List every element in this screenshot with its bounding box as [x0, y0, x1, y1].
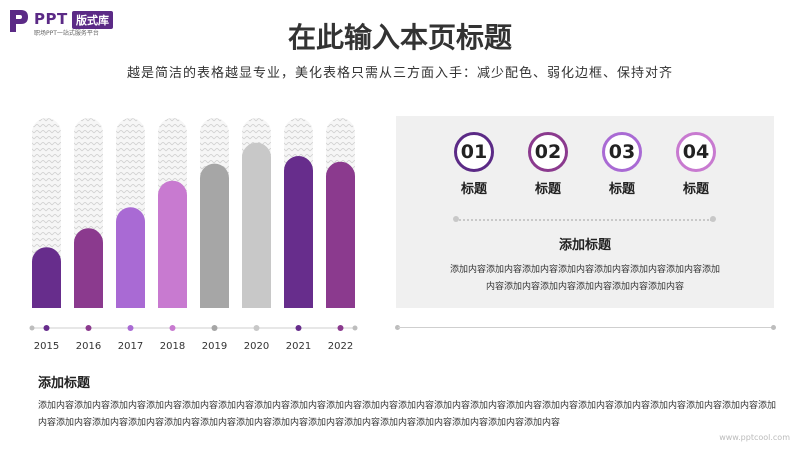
logo-badge: 版式库	[72, 11, 113, 29]
bar	[158, 180, 187, 308]
step-label: 标题	[460, 182, 487, 197]
panel-title: 添加标题	[558, 238, 611, 253]
x-tick-label: 2018	[160, 341, 185, 352]
x-tick-label: 2020	[244, 341, 269, 352]
line-end-dot-right	[771, 325, 776, 330]
step-number-badge: 04	[676, 132, 716, 172]
step-label: 标题	[608, 182, 635, 197]
bar-base	[242, 293, 271, 308]
dotted-divider	[456, 219, 712, 221]
panel-body: 添加内容添加内容添加内容添加内容添加内容添加内容添加内容添加内容添加内容添加内容…	[450, 265, 721, 292]
x-tick-dot	[337, 325, 344, 331]
x-tick-label: 2017	[118, 341, 143, 352]
bar-base	[284, 293, 313, 308]
x-tick-dot	[295, 325, 302, 331]
x-tick-dot	[43, 325, 50, 331]
x-tick-label: 2016	[76, 341, 101, 352]
bar-base	[158, 293, 187, 308]
bar	[116, 207, 145, 308]
bar	[32, 247, 61, 308]
x-tick-dot	[85, 325, 92, 331]
step-number-badge: 03	[602, 132, 642, 172]
watermark: www.pptcool.com	[719, 433, 790, 442]
step-number-badge: 02	[528, 132, 568, 172]
axis-end-dot-right	[352, 325, 358, 331]
steps-panel: 01 标题 02 标题 03 标题 04 标题 添加标题 添加内容添加内容添加内容添加内容添加…	[396, 116, 774, 308]
x-tick-dot	[169, 325, 176, 331]
logo-tagline: 职场PPT一站式服务平台	[34, 30, 99, 37]
section-title: 添加标题	[38, 376, 91, 391]
bar	[200, 163, 229, 308]
dash-end-dot-right	[710, 216, 716, 222]
bar	[284, 156, 313, 308]
bar	[242, 142, 271, 308]
x-tick-dot	[253, 325, 260, 331]
step-number-badge: 01	[454, 132, 494, 172]
bar-base	[74, 293, 103, 308]
bar-base	[326, 293, 355, 308]
page-subtitle: 越是简洁的表格越显专业，美化表格只需从三方面入手：减少配色、弱化边框、保持对齐	[126, 66, 673, 81]
line-end-dot-left	[395, 325, 400, 330]
section-body: 添加内容添加内容添加内容添加内容添加内容添加内容添加内容添加内容添加内容添加内容…	[38, 401, 777, 428]
bar-base	[200, 293, 229, 308]
bar-base	[116, 293, 145, 308]
bar-base	[32, 293, 61, 308]
x-tick-dot	[211, 325, 218, 331]
step-label: 标题	[534, 182, 561, 197]
horizontal-divider	[398, 327, 774, 328]
bar-chart: 2015 2016 2017 2018 2019 2020 2021 2022	[29, 118, 358, 352]
step-label: 标题	[682, 182, 709, 197]
bar	[326, 161, 355, 308]
brand-logo: PPT 版式库 职场PPT一站式服务平台	[8, 6, 158, 38]
x-tick-label: 2022	[328, 341, 353, 352]
logo-brand-text: PPT	[34, 10, 68, 28]
bar	[74, 228, 103, 308]
axis-end-dot-left	[29, 325, 35, 331]
x-tick-label: 2019	[202, 341, 227, 352]
x-tick-label: 2021	[286, 341, 311, 352]
page-title: 在此输入本页标题	[287, 21, 512, 54]
x-tick-label: 2015	[34, 341, 59, 352]
logo-p-icon	[10, 10, 28, 32]
x-tick-dot	[127, 325, 134, 331]
